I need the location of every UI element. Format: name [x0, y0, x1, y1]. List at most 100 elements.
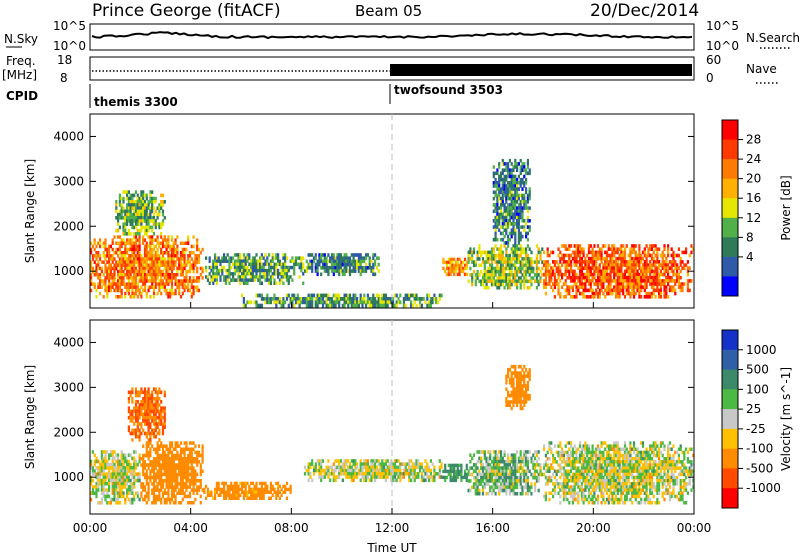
- echo-cell: [239, 281, 242, 285]
- echo-cell: [280, 275, 283, 279]
- echo-cell: [499, 244, 503, 248]
- echo-cell: [113, 475, 116, 480]
- echo-cell: [300, 265, 303, 270]
- echo-cell: [593, 269, 596, 274]
- echo-cell: [454, 269, 458, 274]
- echo-cell: [260, 281, 263, 285]
- echo-cell: [219, 490, 222, 494]
- echo-cell: [266, 262, 269, 267]
- echo-cell: [359, 300, 362, 305]
- echo-cell: [352, 303, 355, 308]
- echo-cell: [512, 187, 515, 191]
- echo-cell: [253, 275, 256, 279]
- echo-cell: [117, 282, 120, 286]
- echo-cell: [169, 447, 172, 451]
- echo-cell: [151, 269, 154, 274]
- echo-cell: [293, 268, 296, 273]
- echo-cell: [91, 266, 94, 271]
- echo-cell: [165, 251, 168, 255]
- echo-cell: [208, 259, 211, 263]
- echo-cell: [188, 491, 192, 495]
- echo-cell: [638, 260, 641, 264]
- echo-cell: [163, 412, 166, 417]
- echo-cell: [607, 244, 610, 248]
- echo-cell: [133, 247, 136, 252]
- echo-cell: [514, 244, 517, 248]
- echo-cell: [640, 256, 643, 261]
- echo-cell: [163, 260, 166, 264]
- echo-cell: [357, 300, 360, 305]
- echo-cell: [650, 291, 654, 296]
- echo-cell: [354, 262, 357, 267]
- echo-cell: [359, 472, 362, 476]
- echo-cell: [178, 469, 181, 473]
- echo-cell: [111, 485, 114, 489]
- echo-cell: [145, 209, 148, 214]
- echo-cell: [298, 303, 301, 308]
- echo-cell: [255, 300, 258, 305]
- echo-cell: [600, 256, 603, 261]
- echo-cell: [140, 193, 143, 198]
- echo-cell: [318, 300, 321, 305]
- echo-cell: [598, 288, 601, 293]
- echo-cell: [302, 300, 305, 305]
- echo-cell: [498, 206, 501, 210]
- echo-cell: [158, 279, 161, 283]
- echo-cell: [187, 235, 190, 239]
- echo-cell: [149, 409, 152, 414]
- echo-cell: [275, 272, 278, 276]
- echo-cell: [170, 491, 174, 495]
- echo-cell: [129, 260, 132, 264]
- echo-cell: [115, 475, 118, 480]
- echo-cell: [174, 276, 177, 280]
- echo-cell: [143, 403, 147, 407]
- echo-cell: [499, 187, 503, 191]
- echo-cell: [516, 177, 519, 182]
- echo-cell: [251, 256, 254, 260]
- echo-cell: [377, 293, 380, 298]
- echo-cell: [384, 293, 387, 298]
- echo-cell: [140, 216, 143, 220]
- echo-cell: [341, 468, 344, 473]
- echo-cell: [611, 244, 614, 248]
- echo-cell: [320, 266, 323, 270]
- echo-cell: [647, 250, 650, 255]
- echo-cell: [161, 457, 165, 461]
- echo-cell: [109, 282, 112, 286]
- echo-cell: [463, 266, 467, 271]
- echo-cell: [181, 285, 184, 289]
- echo-cell: [154, 396, 157, 401]
- echo-cell: [510, 231, 513, 236]
- echo-cell: [665, 288, 668, 293]
- echo-cell: [677, 285, 680, 289]
- echo-cell: [269, 490, 272, 494]
- echo-cell: [143, 412, 147, 417]
- echo-cell: [354, 259, 357, 264]
- echo-cell: [650, 244, 654, 248]
- echo-cell: [111, 497, 114, 502]
- echo-cell: [393, 303, 396, 308]
- echo-cell: [99, 257, 102, 261]
- echo-cell: [152, 488, 156, 492]
- echo-cell: [577, 247, 580, 251]
- echo-cell: [613, 247, 616, 251]
- echo-cell: [138, 244, 141, 249]
- echo-cell: [508, 174, 511, 179]
- echo-cell: [490, 266, 494, 271]
- echo-cell: [170, 457, 174, 461]
- echo-cell: [149, 479, 152, 483]
- echo-cell: [627, 260, 630, 264]
- echo-cell: [596, 279, 600, 283]
- echo-cell: [478, 263, 481, 268]
- echo-cell: [629, 285, 632, 289]
- echo-cell: [577, 288, 580, 293]
- echo-cell: [102, 494, 105, 499]
- echo-cell: [277, 484, 280, 489]
- echo-cell: [169, 450, 172, 455]
- echo-cell: [260, 484, 263, 489]
- echo-cell: [129, 206, 132, 210]
- echo-cell: [503, 279, 506, 284]
- echo-cell: [120, 469, 123, 473]
- echo-cell: [260, 293, 263, 298]
- echo-cell: [109, 478, 112, 483]
